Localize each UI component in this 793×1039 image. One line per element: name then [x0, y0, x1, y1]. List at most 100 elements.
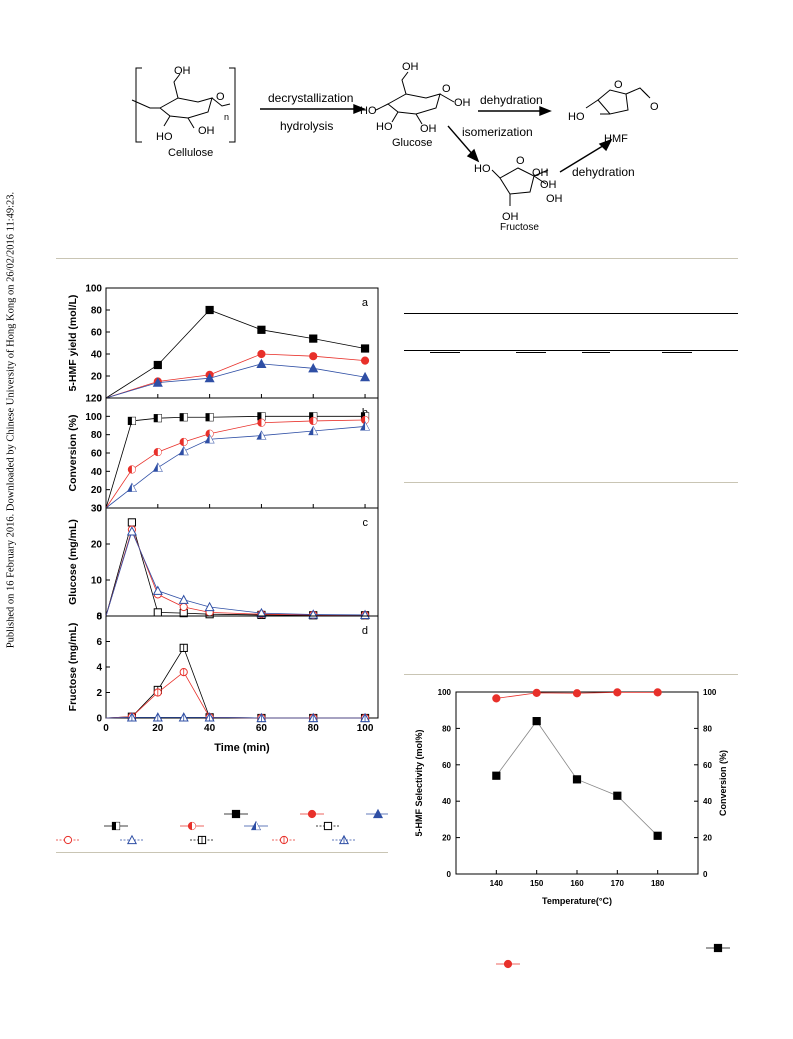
- divider-right-1: [404, 482, 738, 483]
- table-cell-rule: [582, 352, 610, 353]
- x-axis-label: Temperature(°C): [542, 896, 612, 906]
- y2-tick-label: 0: [703, 870, 708, 879]
- x-tick-label: 20: [152, 723, 164, 734]
- polymer-n: n: [224, 112, 229, 122]
- data-point-red: [572, 689, 582, 698]
- data-point-black: [360, 344, 370, 353]
- svg-text:O: O: [516, 155, 525, 167]
- svg-text:HO: HO: [376, 121, 393, 133]
- y-tick-label: 20: [442, 834, 451, 843]
- table-cell-rule: [430, 352, 460, 353]
- y-tick-label: 80: [442, 724, 451, 733]
- svg-text:OH: OH: [502, 211, 519, 223]
- y2-tick-label: 20: [703, 834, 712, 843]
- svg-text:O: O: [442, 83, 451, 95]
- panel-a: 0 20 40 60 80 100 5-HMF yield (mol/L) a: [67, 284, 379, 405]
- y-tick-label: 20: [91, 485, 103, 496]
- fructose-label: Fructose: [500, 222, 539, 233]
- step-dehydration-2: dehydration: [572, 165, 635, 179]
- x-tick-label: 60: [256, 723, 268, 734]
- x-tick-label: 160: [570, 879, 584, 888]
- y2-axis-label: Conversion (%): [718, 750, 728, 816]
- data-point-red: [532, 688, 541, 698]
- x-tick-label: 180: [651, 879, 665, 888]
- y-tick-label: 4: [96, 663, 102, 674]
- series-line-blue: [105, 426, 366, 509]
- y-axis-label: Fructose (mg/mL): [67, 623, 79, 712]
- step-hydrolysis: hydrolysis: [280, 119, 333, 133]
- series-line-black: [105, 520, 366, 617]
- data-point-blue: [152, 377, 163, 387]
- svg-text:OH: OH: [540, 179, 557, 191]
- data-point-black: [153, 360, 162, 370]
- divider-top: [56, 258, 738, 259]
- svg-text:O: O: [216, 91, 225, 103]
- table-cell-rule: [516, 352, 546, 353]
- series-line-blue: [105, 716, 366, 719]
- y-axis-label: 5-HMF Selectivity (mol%): [414, 729, 424, 836]
- data-point-blue: [256, 358, 267, 368]
- publication-note: Published on 16 February 2016. Downloade…: [2, 180, 20, 660]
- x-tick-label: 150: [530, 879, 544, 888]
- legend-symbols-right: [496, 943, 730, 969]
- y-tick-label: 6: [96, 637, 102, 648]
- data-point-blue: [360, 371, 371, 382]
- y-tick-label: 80: [91, 306, 103, 317]
- step-dehydration-1: dehydration: [480, 93, 543, 107]
- x-tick-label: 100: [357, 723, 374, 734]
- y-tick-label: 120: [85, 394, 102, 405]
- y-tick-label: 100: [438, 688, 452, 697]
- panel-frame: [105, 507, 379, 617]
- data-point-red: [309, 352, 318, 361]
- data-point-black: [653, 831, 662, 840]
- series-line-blue: [105, 363, 366, 399]
- y2-tick-label: 60: [703, 761, 712, 770]
- divider-right-2: [404, 674, 738, 675]
- x-tick-label: 80: [308, 723, 320, 734]
- svg-text:OH: OH: [198, 125, 215, 137]
- svg-text:OH: OH: [532, 167, 549, 179]
- series-line-red: [105, 671, 366, 719]
- y-tick-label: 40: [91, 467, 103, 478]
- series-line-black: [105, 646, 366, 719]
- y-tick-label: 20: [91, 540, 103, 551]
- data-point-blue: [126, 526, 137, 536]
- svg-text:O: O: [614, 79, 623, 91]
- table-cell-rule: [662, 352, 692, 353]
- y-axis-label: 5-HMF yield (mol/L): [67, 295, 79, 392]
- data-point-red: [257, 349, 266, 359]
- panel-d: 0 2 4 6 8 Fructose (mg/mL) d: [67, 612, 379, 725]
- svg-text:O: O: [650, 101, 659, 113]
- data-point-red: [492, 694, 501, 703]
- data-point-blue: [308, 363, 319, 373]
- y-tick-label: 2: [96, 688, 102, 699]
- series-line-red: [105, 353, 366, 399]
- data-point-black: [257, 325, 266, 334]
- x-tick-label: 40: [204, 723, 216, 734]
- legend-marker-red: [63, 835, 73, 845]
- data-point-black: [309, 334, 318, 343]
- x-tick-label: 170: [611, 879, 625, 888]
- y-tick-label: 60: [442, 761, 451, 770]
- y2-tick-label: 100: [703, 688, 717, 697]
- table-top-rule: [404, 313, 738, 314]
- y-axis-label: Glucose (mg/mL): [67, 519, 79, 605]
- y-tick-label: 0: [447, 870, 452, 879]
- x-tick-label: 140: [490, 879, 504, 888]
- data-point-blue: [256, 607, 267, 618]
- legend-marker-blue: [372, 808, 384, 819]
- y-axis-label: Conversion (%): [67, 414, 79, 491]
- y-tick-label: 40: [91, 350, 103, 361]
- data-point-black: [153, 608, 162, 617]
- x-axis-label: Time (min): [214, 742, 270, 754]
- data-point-blue: [204, 372, 215, 383]
- y-tick-label: 100: [85, 412, 102, 423]
- legend-marker-black: [323, 821, 333, 831]
- svg-text:HO: HO: [568, 111, 585, 123]
- data-point-black: [205, 305, 214, 315]
- data-point-blue: [152, 585, 163, 595]
- legend-marker-red: [503, 959, 513, 969]
- table-header-rule: [404, 350, 738, 351]
- data-point-red: [360, 356, 370, 365]
- series-line-black: [105, 309, 366, 399]
